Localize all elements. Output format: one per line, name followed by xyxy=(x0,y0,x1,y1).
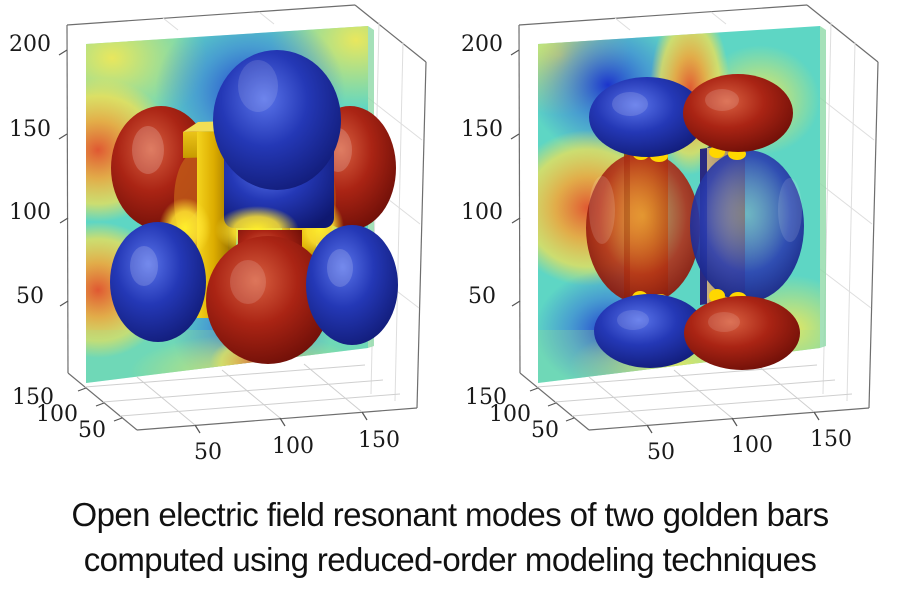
x-tick-label: 150 xyxy=(358,428,400,453)
axes-box-left xyxy=(66,4,427,431)
tick-marks-left xyxy=(58,49,368,434)
z-tick-label: 150 xyxy=(461,117,503,142)
axis-labels-left-panel: 200 150 100 50 150 100 50 50 100 150 xyxy=(9,32,400,465)
x-tick-label: 100 xyxy=(731,433,773,458)
floor-grid-left xyxy=(84,363,401,426)
depth-tick-label: 150 xyxy=(12,385,54,410)
right-panel-3d-plot: 200 150 100 50 150 100 50 50 100 150 xyxy=(461,4,879,465)
caption-line-1: Open electric field resonant modes of tw… xyxy=(71,496,830,533)
axes-box-right xyxy=(518,4,879,431)
floor-grid-right xyxy=(536,363,853,426)
depth-tick-label: 100 xyxy=(36,402,78,427)
z-tick-label: 50 xyxy=(468,284,496,309)
x-tick-label: 50 xyxy=(194,440,222,465)
x-tick-label: 150 xyxy=(810,427,852,452)
depth-tick-label: 50 xyxy=(531,418,559,443)
depth-tick-label: 150 xyxy=(465,385,507,410)
z-tick-label: 50 xyxy=(16,284,44,309)
positive-lobe-center-bottom xyxy=(206,230,330,364)
x-tick-label: 100 xyxy=(272,434,314,459)
depth-tick-label: 50 xyxy=(78,418,106,443)
plots-canvas: 200 150 100 50 150 100 50 50 100 150 xyxy=(9,4,879,465)
z-tick-label: 200 xyxy=(9,32,51,57)
x-tick-label: 50 xyxy=(647,440,675,465)
figure-caption: Open electric field resonant modes of tw… xyxy=(0,492,900,582)
mid-body-lobes-right-panel xyxy=(586,150,804,304)
z-tick-label: 200 xyxy=(461,32,503,57)
depth-tick-label: 100 xyxy=(489,402,531,427)
tick-marks-right xyxy=(510,49,820,434)
axis-labels-right-panel: 200 150 100 50 150 100 50 50 100 150 xyxy=(461,32,852,465)
negative-lobe-center-top xyxy=(213,50,341,228)
caption-line-2: computed using reduced-order modeling te… xyxy=(83,541,817,578)
z-tick-label: 100 xyxy=(461,200,503,225)
cap-lobes-right-panel xyxy=(589,74,800,370)
negative-lobes-lower-left-panel xyxy=(110,222,398,345)
z-tick-label: 150 xyxy=(9,117,51,142)
z-tick-label: 100 xyxy=(9,200,51,225)
left-panel-3d-plot: 200 150 100 50 150 100 50 50 100 150 xyxy=(9,4,427,465)
